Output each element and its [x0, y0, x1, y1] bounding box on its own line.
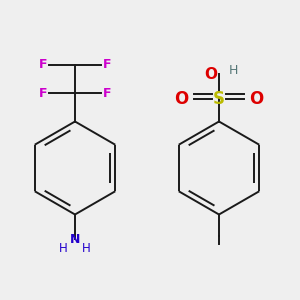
Text: F: F — [103, 58, 111, 71]
Text: O: O — [249, 90, 263, 108]
Text: S: S — [213, 90, 225, 108]
Text: O: O — [204, 67, 217, 82]
Text: F: F — [103, 86, 111, 100]
Text: F: F — [39, 86, 47, 100]
Text: H: H — [59, 242, 68, 255]
Text: H: H — [229, 64, 238, 77]
Text: N: N — [70, 232, 80, 246]
Text: O: O — [175, 90, 189, 108]
Text: H: H — [82, 242, 91, 255]
Text: F: F — [39, 58, 47, 71]
